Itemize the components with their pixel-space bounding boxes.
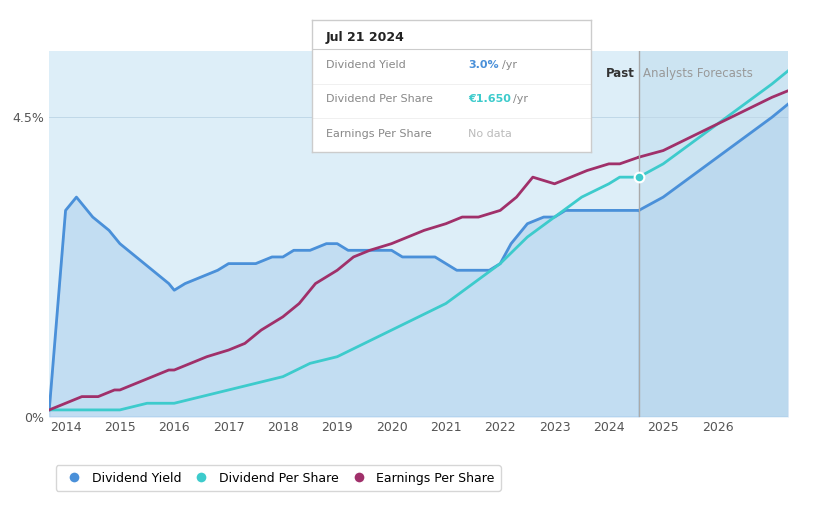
Text: Analysts Forecasts: Analysts Forecasts [643, 67, 753, 80]
Text: /yr: /yr [513, 94, 528, 104]
Text: Past: Past [606, 67, 635, 80]
Text: €1.650: €1.650 [468, 94, 511, 104]
Text: /yr: /yr [502, 60, 516, 70]
Bar [639, 51, 788, 417]
Text: 3.0%: 3.0% [468, 60, 499, 70]
Text: Dividend Yield: Dividend Yield [326, 60, 406, 70]
Text: No data: No data [468, 129, 512, 139]
Legend: Dividend Yield, Dividend Per Share, Earnings Per Share: Dividend Yield, Dividend Per Share, Earn… [56, 465, 501, 491]
Text: Dividend Per Share: Dividend Per Share [326, 94, 433, 104]
Text: Jul 21 2024: Jul 21 2024 [326, 31, 405, 44]
Text: Earnings Per Share: Earnings Per Share [326, 129, 432, 139]
